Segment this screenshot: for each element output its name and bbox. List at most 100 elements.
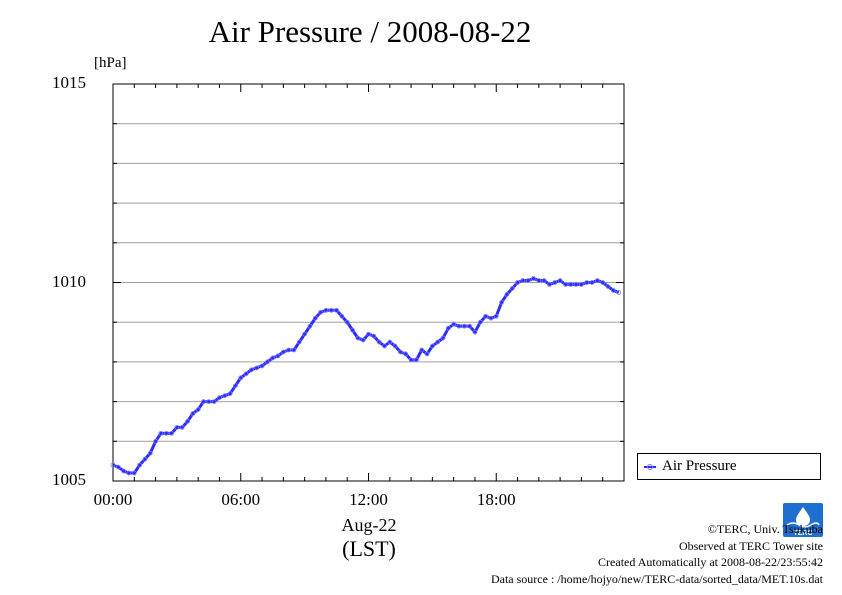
x-axis-date-label: Aug-22 (341, 515, 397, 535)
legend: Air Pressure (637, 453, 821, 480)
series-air-pressure (110, 276, 622, 476)
chart-title: Air Pressure / 2008-08-22 (208, 14, 532, 49)
data-point (185, 419, 190, 424)
data-point (227, 391, 233, 397)
axes (112, 83, 625, 482)
data-point (174, 425, 180, 430)
x-axis-timezone-label: (LST) (342, 536, 396, 561)
data-point (579, 282, 584, 287)
logo-text: TERC (793, 530, 812, 537)
data-point (206, 399, 212, 405)
credit-data-source: Data source : /home/hojyo/new/TERC-data/… (490, 571, 823, 586)
credit-copyright: ©TERC, Univ. Tsukuba (707, 522, 823, 536)
x-tick-label: 06:00 (221, 490, 261, 509)
data-point (334, 307, 339, 313)
data-point (531, 276, 536, 281)
data-point (467, 323, 473, 329)
data-point (307, 323, 313, 329)
data-point (355, 335, 361, 341)
y-axis-unit-label: [hPa] (94, 55, 127, 71)
data-point (392, 343, 398, 349)
data-point (371, 333, 377, 339)
data-point (366, 331, 371, 337)
data-point (286, 347, 292, 353)
data-point (190, 411, 196, 416)
data-point (222, 393, 228, 399)
data-point (403, 351, 409, 357)
data-point (429, 343, 435, 349)
data-point (547, 282, 552, 287)
data-point (387, 339, 393, 345)
data-point (254, 365, 260, 371)
data-point (408, 357, 414, 363)
data-point (424, 351, 430, 357)
data-point (296, 339, 302, 345)
data-point (344, 319, 350, 325)
data-point (110, 462, 116, 468)
grid-lines (113, 123, 624, 442)
data-point (414, 357, 419, 363)
data-point (163, 430, 169, 436)
data-point (382, 343, 387, 349)
data-point (291, 347, 297, 353)
data-point (131, 470, 137, 476)
data-point (201, 399, 206, 405)
data-point (600, 280, 606, 285)
data-point (435, 339, 441, 345)
data-point (360, 337, 366, 343)
data-point (552, 280, 558, 285)
data-point (589, 280, 595, 285)
data-point (398, 349, 403, 355)
data-point (472, 329, 478, 335)
data-point (488, 315, 494, 321)
data-point (323, 307, 329, 313)
legend-entry-air-pressure: Air Pressure (662, 458, 737, 474)
data-point (541, 278, 547, 283)
data-point (328, 307, 334, 313)
y-tick-label: 1010 (52, 271, 86, 291)
data-point (584, 280, 590, 285)
data-point (483, 313, 489, 319)
data-point (126, 470, 132, 476)
data-point (312, 315, 318, 321)
data-point (121, 468, 127, 474)
data-point (169, 430, 174, 436)
data-point (493, 313, 499, 319)
data-point (248, 367, 254, 373)
data-point (158, 430, 164, 436)
data-point (339, 313, 345, 319)
data-point (461, 323, 467, 329)
y-tick-label: 1005 (52, 470, 86, 489)
data-point (456, 323, 462, 329)
data-point (238, 375, 244, 381)
logo-drop-icon (796, 507, 810, 526)
data-point (515, 280, 520, 285)
data-point (350, 327, 355, 333)
data-point (270, 355, 276, 361)
data-point (211, 399, 217, 405)
data-point (520, 278, 526, 283)
data-point (233, 383, 238, 389)
terc-logo: TERC (783, 503, 823, 537)
data-point (525, 278, 531, 283)
data-point (195, 407, 201, 412)
data-point (419, 347, 425, 353)
data-point (142, 456, 148, 462)
credits-block: ©TERC, Univ. Tsukuba Observed at TERC To… (491, 521, 823, 587)
data-point (451, 321, 457, 327)
data-point (509, 286, 515, 291)
logo-wave-icon (786, 522, 820, 528)
data-point (179, 425, 185, 430)
data-point (605, 284, 611, 289)
data-point (499, 299, 504, 305)
x-tick-label: 18:00 (476, 490, 516, 509)
data-point (568, 282, 574, 287)
x-tick-label: 00:00 (93, 490, 133, 509)
data-point (147, 450, 153, 456)
data-point (153, 438, 158, 444)
data-point (557, 278, 563, 283)
data-point (264, 359, 270, 365)
data-point (616, 290, 622, 295)
data-point (243, 371, 249, 377)
